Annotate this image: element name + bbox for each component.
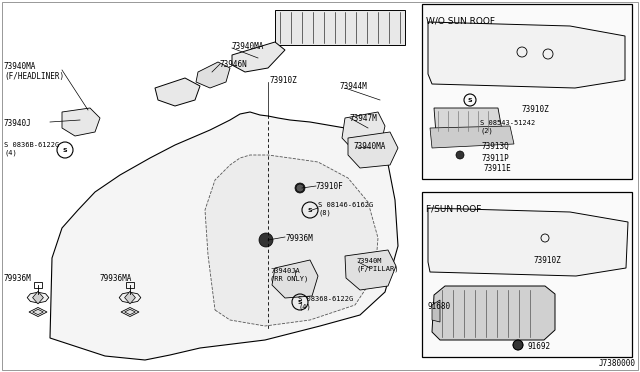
Polygon shape [205, 155, 378, 326]
Text: S: S [308, 208, 312, 212]
Bar [275, 10, 405, 45]
Text: 73940MA: 73940MA [353, 142, 385, 151]
Polygon shape [434, 108, 502, 134]
Polygon shape [432, 286, 555, 340]
Text: S 08146-6162G
(8): S 08146-6162G (8) [318, 202, 373, 215]
Polygon shape [33, 309, 44, 315]
Text: 73940MA: 73940MA [232, 42, 264, 51]
Text: 79936M: 79936M [4, 274, 32, 283]
Text: 73944M: 73944M [340, 82, 368, 91]
Text: F/SUN ROOF: F/SUN ROOF [426, 204, 481, 213]
Text: S 08543-51242
(2): S 08543-51242 (2) [480, 120, 535, 134]
Text: J7380000: J7380000 [599, 359, 636, 368]
Text: 73940M
(F/PILLAR): 73940M (F/PILLAR) [356, 258, 399, 272]
Polygon shape [119, 292, 141, 303]
Text: 73910Z: 73910Z [270, 76, 298, 85]
Text: 79936M: 79936M [285, 234, 313, 243]
Text: W/O SUN ROOF: W/O SUN ROOF [426, 16, 495, 25]
Text: 91692: 91692 [528, 342, 551, 351]
Polygon shape [428, 22, 625, 88]
Polygon shape [342, 112, 385, 152]
Polygon shape [232, 42, 285, 72]
Text: 73913Q: 73913Q [482, 142, 509, 151]
Text: S: S [298, 299, 302, 305]
Text: S 08368-6122G
(4): S 08368-6122G (4) [298, 296, 353, 310]
Polygon shape [155, 78, 200, 106]
Circle shape [513, 340, 523, 350]
Polygon shape [430, 126, 514, 148]
Polygon shape [33, 291, 44, 304]
Polygon shape [125, 291, 136, 304]
Text: 73910Z: 73910Z [522, 105, 550, 114]
Text: 73940JA
(RR ONLY): 73940JA (RR ONLY) [270, 268, 308, 282]
Text: 91680: 91680 [428, 302, 451, 311]
Text: 73940MA
(F/HEADLINER): 73940MA (F/HEADLINER) [4, 62, 64, 81]
Circle shape [296, 184, 304, 192]
Polygon shape [27, 292, 49, 303]
Polygon shape [62, 108, 100, 136]
Text: S: S [63, 148, 67, 153]
Text: 73911P: 73911P [482, 154, 509, 163]
Polygon shape [50, 112, 398, 360]
Polygon shape [428, 208, 628, 276]
Polygon shape [432, 300, 440, 322]
Text: S: S [468, 97, 472, 103]
Circle shape [259, 233, 273, 247]
Circle shape [295, 183, 305, 193]
Text: 73947M: 73947M [349, 114, 377, 123]
Bar [422, 192, 632, 357]
Circle shape [456, 151, 464, 159]
Text: 73910Z: 73910Z [533, 256, 561, 265]
Polygon shape [348, 132, 398, 168]
Polygon shape [125, 309, 136, 315]
Polygon shape [196, 62, 230, 88]
Polygon shape [345, 250, 396, 290]
Text: S 0836B-6122G
(4): S 0836B-6122G (4) [4, 142, 60, 155]
Text: 79936MA: 79936MA [100, 274, 132, 283]
Text: 73910F: 73910F [316, 182, 344, 191]
Text: 73946N: 73946N [219, 60, 247, 69]
Text: 73940J: 73940J [4, 119, 32, 128]
Polygon shape [272, 260, 318, 298]
Text: 73911E: 73911E [484, 164, 512, 173]
Bar [422, 4, 632, 179]
